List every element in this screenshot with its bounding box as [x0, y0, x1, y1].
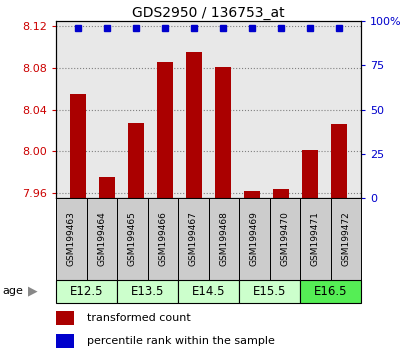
- Text: age: age: [2, 286, 23, 296]
- Text: GSM199464: GSM199464: [97, 212, 106, 266]
- Bar: [99, 177, 115, 198]
- Bar: [178, 280, 239, 303]
- Text: ▶: ▶: [28, 285, 38, 297]
- Text: E14.5: E14.5: [192, 285, 225, 298]
- Bar: [56, 280, 117, 303]
- Bar: [178, 198, 209, 280]
- Bar: [186, 52, 202, 198]
- Text: GSM199466: GSM199466: [158, 211, 167, 267]
- Bar: [300, 198, 331, 280]
- Text: percentile rank within the sample: percentile rank within the sample: [87, 336, 274, 346]
- Bar: [331, 198, 361, 280]
- Text: E13.5: E13.5: [131, 285, 164, 298]
- Text: GSM199471: GSM199471: [311, 211, 320, 267]
- Bar: [239, 198, 270, 280]
- Bar: [244, 191, 260, 198]
- Bar: [117, 280, 178, 303]
- Bar: [128, 123, 144, 198]
- Text: GSM199465: GSM199465: [128, 211, 137, 267]
- Text: GSM199469: GSM199469: [250, 211, 259, 267]
- Text: E12.5: E12.5: [70, 285, 103, 298]
- Bar: [56, 334, 74, 348]
- Bar: [148, 198, 178, 280]
- Bar: [117, 198, 148, 280]
- Bar: [87, 198, 117, 280]
- Bar: [239, 280, 300, 303]
- Text: E16.5: E16.5: [314, 285, 347, 298]
- Text: GSM199467: GSM199467: [189, 211, 198, 267]
- Bar: [70, 94, 86, 198]
- Text: GSM199468: GSM199468: [219, 211, 228, 267]
- Bar: [300, 280, 361, 303]
- Bar: [209, 198, 239, 280]
- Bar: [56, 312, 74, 325]
- Title: GDS2950 / 136753_at: GDS2950 / 136753_at: [132, 6, 285, 20]
- Bar: [302, 150, 318, 198]
- Bar: [270, 198, 300, 280]
- Bar: [157, 62, 173, 198]
- Text: GSM199470: GSM199470: [280, 211, 289, 267]
- Bar: [215, 67, 231, 198]
- Text: E15.5: E15.5: [253, 285, 286, 298]
- Text: GSM199472: GSM199472: [341, 212, 350, 266]
- Text: transformed count: transformed count: [87, 313, 190, 323]
- Bar: [331, 124, 347, 198]
- Text: GSM199463: GSM199463: [67, 211, 76, 267]
- Bar: [273, 189, 289, 198]
- Bar: [56, 198, 87, 280]
